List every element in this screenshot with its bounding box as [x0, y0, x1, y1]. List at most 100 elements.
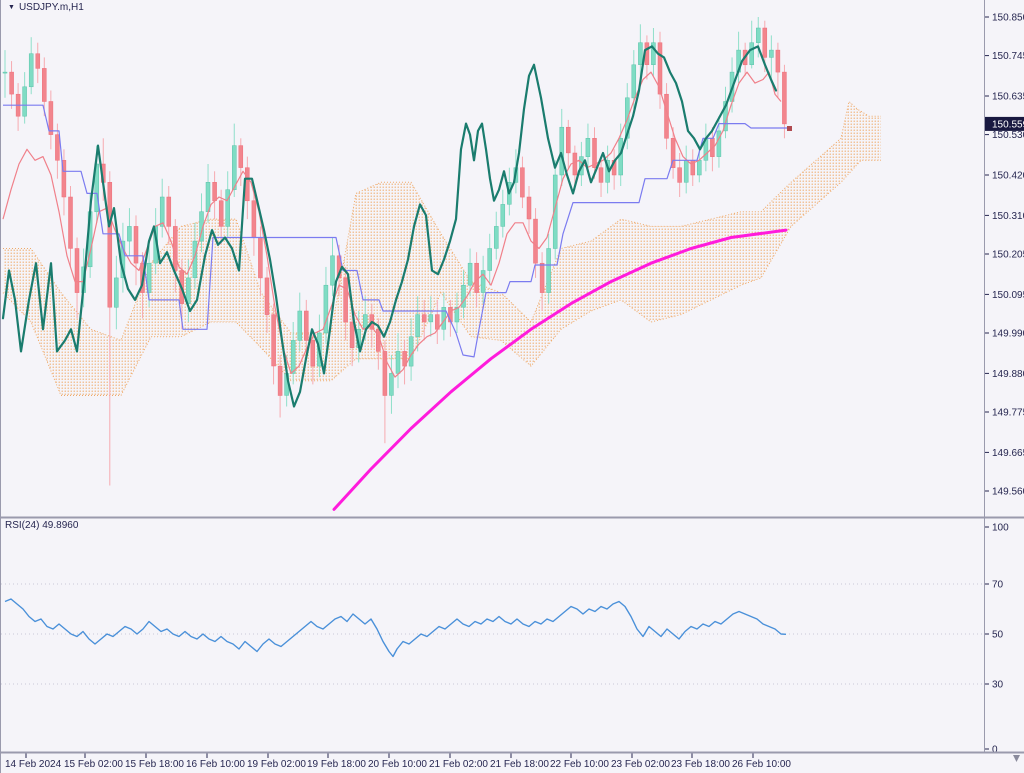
candle-body — [277, 365, 283, 396]
candle-body — [146, 262, 152, 293]
candle-body — [408, 336, 414, 367]
candle-body — [467, 262, 473, 286]
candle-body — [395, 351, 401, 374]
candle-body — [9, 71, 14, 95]
rsi-axis-label: 30 — [992, 680, 1004, 691]
candle-body — [238, 145, 244, 168]
candle-body — [657, 42, 663, 95]
price-axis-label: 150.635 — [992, 92, 1024, 103]
candle-body — [454, 307, 460, 323]
candle-body — [264, 277, 270, 315]
price-axis-label: 150.850 — [992, 13, 1024, 24]
candle-body — [48, 101, 54, 135]
time-axis-label: 16 Feb 10:00 — [186, 759, 245, 770]
candle-body — [61, 160, 67, 198]
candle-body — [461, 284, 466, 308]
candle-body — [487, 248, 492, 271]
time-axis-label: 19 Feb 02:00 — [247, 759, 306, 770]
candle-body — [769, 49, 774, 58]
time-axis[interactable]: 14 Feb 2024 15 Feb 02:00 15 Feb 18:00 16 Fe… — [5, 753, 1020, 770]
candle-body — [290, 340, 296, 374]
candle-body — [114, 277, 119, 308]
candle-body — [343, 277, 348, 323]
candle-body — [520, 167, 525, 198]
price-axis-label: 149.560 — [992, 487, 1024, 498]
candle-body — [651, 42, 656, 65]
candle-body — [225, 189, 230, 227]
candle-body — [349, 321, 355, 348]
candle-body — [762, 27, 768, 58]
candle-body — [533, 218, 538, 264]
chart-shift-marker[interactable] — [1013, 755, 1020, 762]
main-chart-plot[interactable] — [1, 17, 881, 511]
candle-body — [245, 167, 250, 202]
candle-body — [480, 270, 486, 293]
candle-body — [297, 310, 303, 341]
panel-borders — [1, 0, 1024, 754]
candle-body — [258, 237, 263, 279]
candle-body — [310, 340, 316, 367]
candle-body — [415, 314, 420, 337]
candle-body — [330, 255, 335, 286]
candle-body — [716, 130, 722, 157]
candle-body — [42, 68, 47, 102]
time-axis-label: 15 Feb 18:00 — [125, 759, 184, 770]
price-axis-label: 149.880 — [992, 369, 1024, 380]
candle-body — [232, 145, 237, 190]
price-axis-label: 149.665 — [992, 448, 1024, 459]
price-axis-label: 150.310 — [992, 211, 1024, 222]
candle-body — [166, 196, 172, 227]
symbol-timeframe-label[interactable]: ▼ USDJPY.m,H1 — [8, 2, 84, 14]
symbol-dropdown-icon[interactable]: ▼ — [8, 4, 15, 11]
candle-body — [598, 167, 604, 183]
rsi-axis-label: 70 — [992, 580, 1004, 591]
candle-body — [271, 314, 276, 367]
rsi-plot[interactable] — [1, 583, 984, 685]
price-axis-label: 150.095 — [992, 290, 1024, 301]
candle-body — [68, 196, 73, 249]
candle-body — [55, 134, 60, 161]
candle-body — [677, 167, 682, 183]
time-axis-label: 21 Feb 18:00 — [490, 759, 549, 770]
ichimoku-cloud — [3, 101, 881, 396]
rsi-line — [4, 598, 787, 658]
kijun-end-marker — [787, 126, 792, 131]
price-axis-label: 150.530 — [992, 130, 1024, 141]
candle-body — [35, 53, 41, 69]
candle-body — [782, 71, 787, 125]
candle-body — [304, 310, 309, 341]
candle-body — [592, 138, 597, 168]
candle-body — [552, 174, 558, 249]
rsi-axis-label: 100 — [992, 523, 1009, 534]
candle-body — [212, 182, 217, 201]
candle-body — [127, 226, 132, 242]
time-axis-label: 15 Feb 02:00 — [64, 759, 123, 770]
candle-body — [218, 200, 224, 227]
candle-body — [697, 160, 702, 176]
time-axis-label: 22 Feb 10:00 — [550, 759, 609, 770]
candle-body — [749, 42, 754, 65]
price-axis-label: 150.205 — [992, 250, 1024, 261]
symbol-label-text: USDJPY.m,H1 — [18, 2, 84, 13]
time-axis-label: 14 Feb 2024 — [5, 759, 62, 770]
kijun-line — [3, 104, 789, 358]
time-axis-label: 23 Feb 18:00 — [671, 759, 730, 770]
candle-body — [389, 373, 394, 396]
candle-body — [251, 200, 257, 238]
rsi-axis-label: 0 — [992, 745, 998, 756]
candle-body — [585, 138, 591, 157]
candle-body — [474, 262, 479, 293]
candle-body — [28, 53, 34, 88]
candle-body — [22, 86, 27, 117]
candle-body — [382, 351, 388, 396]
candle-body — [546, 248, 551, 293]
time-axis-label: 20 Feb 10:00 — [368, 759, 427, 770]
tenkan-line — [2, 71, 782, 378]
price-axis[interactable]: 150.850 150.745 150.635 150.530 150.420 150.3… — [985, 13, 1024, 756]
candle-body — [631, 64, 637, 99]
candle-body — [421, 314, 427, 323]
candle-body — [74, 248, 80, 293]
price-axis-label: 150.745 — [992, 51, 1024, 62]
